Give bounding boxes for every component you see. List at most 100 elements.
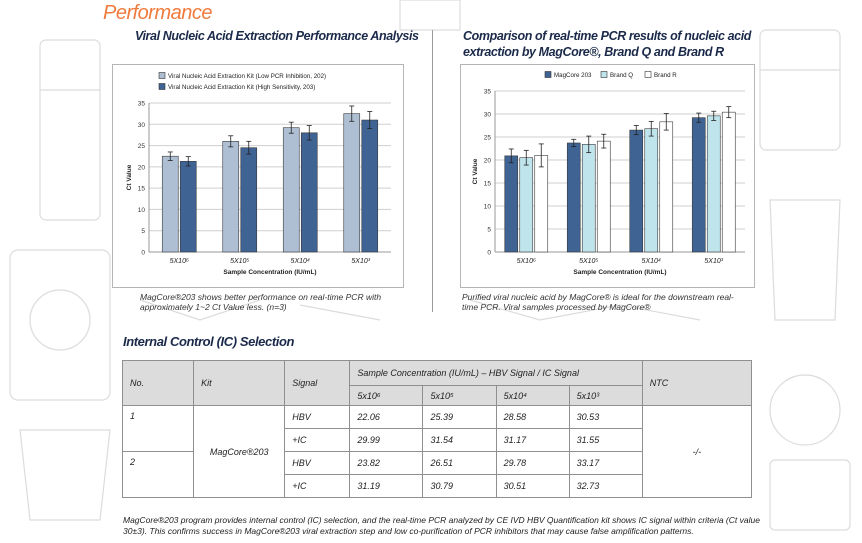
legend-label: Viral Nucleic Acid Extraction Kit (High … bbox=[168, 84, 315, 91]
value-cell: 29.99 bbox=[349, 428, 424, 452]
x-tick-label: 5X10⁴ bbox=[291, 258, 310, 265]
signal-cell: HBV bbox=[284, 451, 351, 475]
signal-cell: +IC bbox=[284, 428, 351, 452]
table-row: 2 HBV 23.82 26.51 29.78 33.17 bbox=[121, 451, 752, 498]
legend-label: Brand R bbox=[654, 72, 677, 79]
bar bbox=[240, 147, 258, 253]
right-bar-chart: 0 5 10 15 20 25 30 35 Ct Value 5X10⁶ 5X10⁵ 5X10⁴ 5X1… bbox=[472, 71, 745, 276]
header-concentration-group: Sample Concentration (IU/mL) – HBV Signa… bbox=[349, 360, 643, 386]
y-tick-label: 30 bbox=[138, 122, 146, 129]
y-tick-label: 15 bbox=[484, 181, 492, 188]
y-tick-label: 25 bbox=[484, 135, 492, 142]
bar bbox=[282, 127, 300, 253]
ic-section-title: Internal Control (IC) Selection bbox=[123, 334, 295, 349]
value-cell: 25.39 bbox=[422, 405, 497, 429]
value-cell: 31.17 bbox=[495, 428, 570, 452]
value-cell: 30.51 bbox=[495, 474, 570, 498]
y-tick-label: 20 bbox=[138, 164, 146, 171]
table-subheader-row: 5x10⁶ 5x10⁵ 5x10⁴ 5x10³ bbox=[123, 385, 752, 406]
y-tick-label: 30 bbox=[484, 112, 492, 119]
y-tick-label: 35 bbox=[484, 89, 492, 96]
x-tick-label: 5X10⁵ bbox=[230, 258, 249, 265]
y-tick-label: 5 bbox=[487, 227, 491, 234]
bar bbox=[659, 121, 674, 253]
ntc-cell: -/- bbox=[641, 405, 753, 498]
header-conc-3: 5x10⁴ bbox=[495, 385, 570, 406]
left-chart-heading: Viral Nucleic Acid Extraction Performanc… bbox=[135, 29, 419, 43]
legend-label: Viral Nucleic Acid Extraction Kit (Low P… bbox=[168, 73, 326, 80]
header-kit: Kit bbox=[193, 360, 286, 406]
value-cell: 32.73 bbox=[568, 474, 643, 498]
value-cell: 26.51 bbox=[422, 451, 497, 475]
y-tick-label: 35 bbox=[138, 101, 146, 108]
y-tick-label: 25 bbox=[138, 143, 146, 150]
bar bbox=[596, 140, 611, 253]
value-cell: 31.55 bbox=[568, 428, 643, 452]
value-cell: 33.17 bbox=[568, 451, 643, 475]
y-tick-label: 10 bbox=[484, 204, 492, 211]
left-bar-chart: 0 5 10 15 20 25 30 35 Ct Value 5X10⁶ 5X10⁵ 5X10⁴ 5X1… bbox=[126, 72, 391, 276]
table-header-row: No. Kit Signal Sample Concentration (IU/… bbox=[121, 360, 753, 406]
legend-label: Brand Q bbox=[610, 72, 633, 79]
bar bbox=[504, 155, 519, 253]
section-title: Performance bbox=[103, 2, 213, 24]
table-row: 1 MagCore®203 HBV 22.06 25.39 28.58 30.5… bbox=[121, 405, 753, 498]
right-chart-heading-line2: extraction by MagCore®, Brand Q and Bran… bbox=[463, 45, 724, 59]
header-signal: Signal bbox=[284, 360, 351, 406]
x-tick-label: 5X10⁵ bbox=[579, 258, 598, 265]
bar bbox=[222, 141, 240, 253]
bar bbox=[534, 155, 549, 253]
right-chart-heading: Comparison of real-time PCR results of n… bbox=[463, 28, 751, 60]
value-cell: 22.06 bbox=[349, 405, 424, 429]
legend-swatch bbox=[158, 83, 166, 90]
header-conc-1: 5x10⁶ bbox=[349, 385, 424, 406]
legend-swatch bbox=[600, 71, 608, 78]
legend-swatch bbox=[644, 71, 652, 78]
y-tick-label: 15 bbox=[138, 186, 146, 193]
signal-cell: HBV bbox=[284, 405, 351, 429]
bar bbox=[300, 132, 318, 253]
x-axis-label: Sample Concentration (IU/mL) bbox=[223, 269, 316, 276]
bar bbox=[343, 113, 361, 253]
header-ntc: NTC bbox=[641, 360, 753, 406]
header-conc-4: 5x10³ bbox=[568, 385, 643, 406]
x-axis-label: Sample Concentration (IU/mL) bbox=[573, 269, 666, 276]
bar bbox=[691, 117, 706, 253]
legend-swatch bbox=[544, 71, 552, 78]
bar bbox=[519, 157, 534, 253]
x-tick-label: 5X10³ bbox=[704, 258, 723, 265]
bar bbox=[161, 155, 179, 253]
ic-footnote: MagCore®203 program provides internal co… bbox=[123, 515, 760, 536]
left-chart-frame: 0 5 10 15 20 25 30 35 Ct Value 5X10⁶ 5X10⁵ 5X10⁴ 5X1… bbox=[112, 64, 404, 288]
right-chart-frame: 0 5 10 15 20 25 30 35 Ct Value 5X10⁶ 5X10⁵ 5X10⁴ 5X1… bbox=[460, 64, 755, 288]
bar bbox=[721, 111, 736, 253]
table-row: +IC 31.19 30.79 30.51 32.73 bbox=[123, 474, 752, 498]
bar bbox=[644, 128, 659, 253]
value-cell: 30.79 bbox=[422, 474, 497, 498]
y-tick-label: 0 bbox=[487, 250, 491, 257]
x-tick-label: 5X10³ bbox=[351, 258, 370, 265]
value-cell: 28.58 bbox=[495, 405, 570, 429]
y-axis-label: Ct Value bbox=[472, 158, 479, 184]
row-no: 1 bbox=[121, 405, 195, 452]
header-conc-2: 5x10⁵ bbox=[422, 385, 497, 406]
table-row: +IC 29.99 31.54 31.17 31.55 bbox=[123, 428, 752, 452]
right-chart-heading-line1: Comparison of real-time PCR results of n… bbox=[463, 29, 752, 43]
value-cell: 30.53 bbox=[568, 405, 643, 429]
y-tick-label: 0 bbox=[141, 250, 145, 257]
signal-cell: +IC bbox=[284, 474, 351, 498]
ic-table: No. Kit Signal Sample Concentration (IU/… bbox=[121, 360, 753, 498]
legend-label: MagCore 203 bbox=[554, 72, 592, 79]
value-cell: 31.19 bbox=[349, 474, 424, 498]
y-tick-label: 5 bbox=[141, 228, 145, 235]
right-chart-caption: Purified viral nucleic acid by MagCore® … bbox=[462, 292, 734, 312]
y-tick-label: 10 bbox=[138, 207, 146, 214]
x-tick-label: 5X10⁶ bbox=[170, 258, 189, 265]
value-cell: 29.78 bbox=[495, 451, 570, 475]
left-chart-caption: MagCore®203 shows better performance on … bbox=[140, 292, 382, 312]
bar bbox=[629, 129, 644, 253]
y-axis-label: Ct Value bbox=[126, 164, 133, 190]
kit-cell: MagCore®203 bbox=[193, 405, 286, 498]
x-tick-label: 5X10⁶ bbox=[517, 258, 536, 265]
value-cell: 23.82 bbox=[349, 451, 424, 475]
